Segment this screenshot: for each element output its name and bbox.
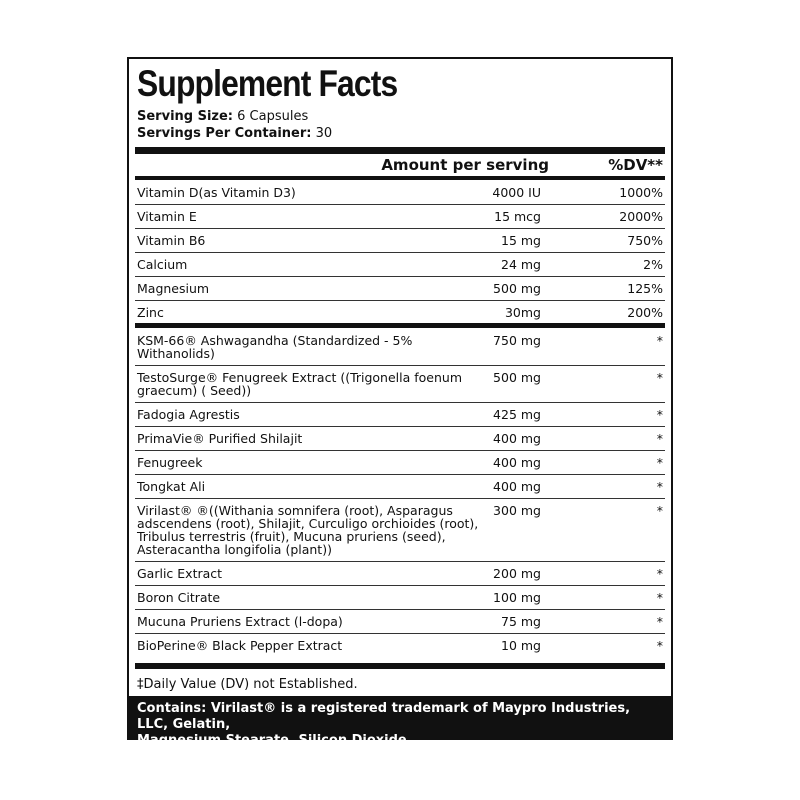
ingredient-name: Vitamin E [137,209,197,224]
daily-value: 125% [627,281,663,296]
daily-value: 1000% [619,185,663,200]
row: BioPerine® Black Pepper Extract 10 mg * [135,634,665,657]
daily-value: * [656,590,663,605]
daily-value: 2% [643,257,663,272]
row: Vitamin E 15 mcg 2000% [135,205,665,229]
row: PrimaVie® Purified Shilajit 400 mg * [135,427,665,451]
amount: 4000 IU [492,185,541,200]
amount: 75 mg [501,614,541,629]
row: Tongkat Ali 400 mg * [135,475,665,499]
daily-value: * [656,479,663,494]
row: Fadogia Agrestis 425 mg * [135,403,665,427]
ingredient-name: TestoSurge® Fenugreek Extract ((Trigonel… [137,370,463,398]
ingredient-name: Boron Citrate [137,590,221,605]
daily-value: 750% [627,233,663,248]
value: 6 Capsules [237,109,309,124]
amount: 15 mg [501,233,541,248]
divider [135,176,665,180]
ingredient-name: Fadogia Agrestis [137,407,240,422]
row: TestoSurge® Fenugreek Extract ((Trigonel… [135,366,665,403]
ingredient-name: Calcium [137,257,188,272]
row: KSM-66® Ashwagandha (Standardized - 5% W… [135,329,665,366]
row: Magnesium 500 mg 125% [135,277,665,301]
contains: Contains: Virilast® is a registered trad… [129,696,671,748]
ingredient-name: KSM-66® Ashwagandha (Standardized - 5% W… [137,333,413,361]
serving-size: Serving Size: 6 Capsules [137,109,308,124]
contains-line: Magnesium Stearate, Silicon Dioxide. [137,733,412,748]
column-header: Amount per serving %DV** [135,156,665,176]
ingredient-name: Virilast® ®((Withania somnifera (root), … [137,503,479,557]
amount: 750 mg [493,333,541,348]
amount: 100 mg [493,590,541,605]
row: Mucuna Pruriens Extract (l-dopa) 75 mg * [135,610,665,634]
ingredient-name: PrimaVie® Purified Shilajit [137,431,303,446]
daily-value: * [656,333,663,348]
daily-value: * [656,566,663,581]
amount: 24 mg [501,257,541,272]
ingredient-name: Magnesium [137,281,210,296]
ingredient-name: Fenugreek [137,455,203,470]
ingredient-name: BioPerine® Black Pepper Extract [137,638,343,653]
daily-value: 200% [627,305,663,320]
amount: 400 mg [493,479,541,494]
daily-value: * [656,407,663,422]
footnote: ‡Daily Value (DV) not Established. [137,677,358,692]
amount: 10 mg [501,638,541,653]
ingredient-name: Mucuna Pruriens Extract (l-dopa) [137,614,343,629]
daily-value: 2000% [619,209,663,224]
servings-per-container: Servings Per Container: 30 [137,126,332,141]
daily-value: * [656,370,663,385]
amount: 500 mg [493,370,541,385]
amount: 500 mg [493,281,541,296]
amount: 15 mcg [494,209,541,224]
daily-value: * [656,638,663,653]
amount: 400 mg [493,455,541,470]
amount: 300 mg [493,503,541,518]
daily-value: * [656,614,663,629]
row: Garlic Extract 200 mg * [135,562,665,586]
value: 30 [315,126,333,141]
ingredient-name: Zinc [137,305,164,320]
daily-value: * [656,455,663,470]
daily-value: * [656,503,663,518]
amount-header: Amount per serving [381,156,549,174]
divider [135,663,665,669]
ingredient-name: Vitamin D(as Vitamin D3) [137,185,296,200]
row: Boron Citrate 100 mg * [135,586,665,610]
label: Servings Per Container: [137,126,312,141]
label: Serving Size: [137,109,234,124]
amount: 425 mg [493,407,541,422]
ingredient-name: Vitamin B6 [137,233,206,248]
amount: 200 mg [493,566,541,581]
vitamin-rows: Vitamin D(as Vitamin D3) 4000 IU 1000% Vita… [135,181,665,324]
daily-value: * [656,431,663,446]
divider [135,323,665,328]
title: Supplement Facts [137,63,398,104]
amount: 400 mg [493,431,541,446]
ingredient-name: Garlic Extract [137,566,223,581]
row: Zinc 30mg 200% [135,301,665,324]
row: Calcium 24 mg 2% [135,253,665,277]
row: Fenugreek 400 mg * [135,451,665,475]
row: Vitamin B6 15 mg 750% [135,229,665,253]
divider [135,147,665,154]
row: Virilast® ®((Withania somnifera (root), … [135,499,665,562]
amount: 30mg [504,305,541,320]
dv-header: %DV** [608,156,663,174]
supplement-facts-panel: Supplement Facts Serving Size: 6 Capsule… [127,57,673,748]
ingredient-name: Tongkat Ali [137,479,206,494]
contains-line: Contains: Virilast® is a registered trad… [137,701,631,732]
row: Vitamin D(as Vitamin D3) 4000 IU 1000% [135,181,665,205]
ingredient-rows: KSM-66® Ashwagandha (Standardized - 5% W… [135,329,665,657]
